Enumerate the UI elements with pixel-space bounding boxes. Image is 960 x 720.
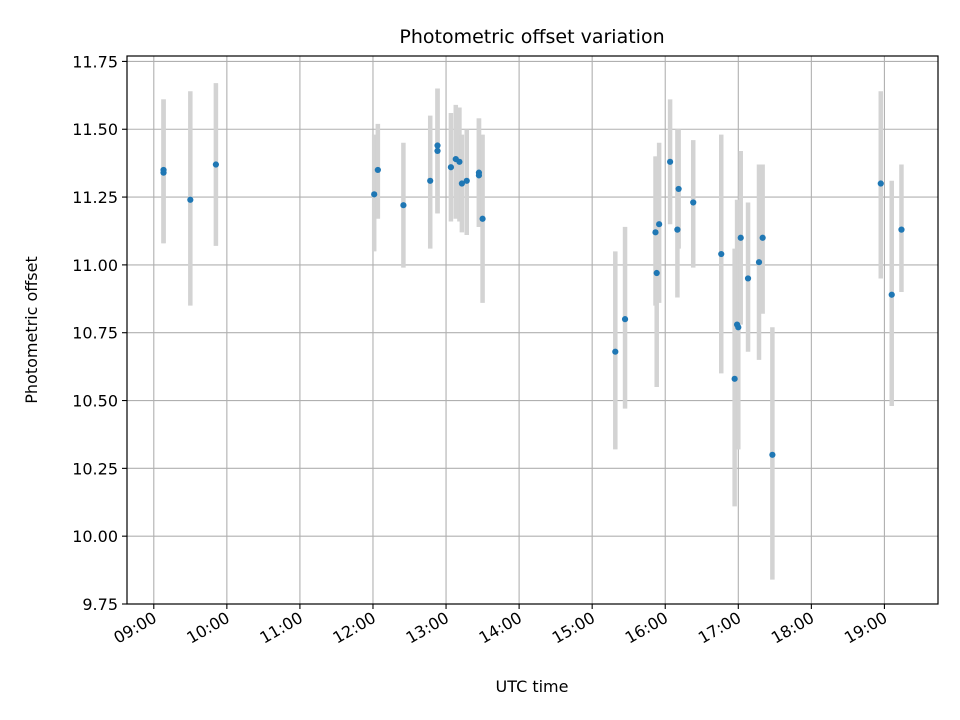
y-tick-label: 11.50 — [72, 120, 118, 139]
data-point — [374, 166, 381, 174]
data-point — [653, 269, 660, 277]
data-point — [731, 375, 738, 382]
data-point — [898, 226, 905, 233]
data-point — [479, 215, 486, 222]
data-point — [427, 177, 434, 184]
data-point — [458, 180, 465, 187]
data-point — [674, 226, 681, 233]
data-point — [160, 169, 167, 176]
data-point — [434, 147, 441, 155]
data-point — [652, 229, 659, 236]
y-tick-label: 11.00 — [72, 256, 118, 275]
data-point — [371, 191, 378, 198]
y-axis-label: Photometric offset — [22, 256, 41, 404]
data-point — [463, 177, 470, 184]
data-point — [690, 199, 697, 206]
data-points — [160, 142, 905, 458]
data-point — [718, 250, 725, 258]
plot-area-frame — [126, 55, 939, 605]
data-point — [187, 196, 194, 203]
y-tick-label: 10.25 — [72, 459, 118, 478]
y-tick-label: 11.75 — [72, 52, 118, 71]
data-point — [735, 324, 742, 331]
y-tick-label: 10.00 — [72, 527, 118, 546]
data-point — [400, 202, 407, 209]
data-point — [769, 451, 776, 458]
chart-title: Photometric offset variation — [399, 26, 664, 48]
data-point — [456, 158, 463, 165]
data-point — [612, 348, 619, 355]
data-point — [877, 180, 884, 187]
x-axis-label: UTC time — [496, 677, 569, 696]
y-tick-label: 10.50 — [72, 392, 118, 411]
data-point — [888, 291, 895, 298]
data-point — [434, 142, 441, 149]
y-tick-label: 10.75 — [72, 324, 118, 343]
data-point — [212, 161, 219, 168]
data-point — [755, 259, 763, 266]
data-point — [667, 158, 674, 165]
data-point — [475, 172, 483, 179]
data-point — [675, 185, 682, 193]
data-point — [759, 234, 766, 241]
y-tick-label: 11.25 — [72, 188, 118, 207]
y-axis-ticks: 9.75 10.00 10.25 10.50 10.75 11.00 11.25 11.50 1… — [72, 52, 127, 614]
data-point — [656, 221, 663, 228]
y-tick-label: 9.75 — [82, 595, 118, 614]
data-point — [737, 234, 744, 241]
data-point — [744, 275, 752, 282]
data-point — [447, 164, 455, 171]
data-point — [621, 316, 629, 323]
grid-lines — [127, 56, 938, 605]
